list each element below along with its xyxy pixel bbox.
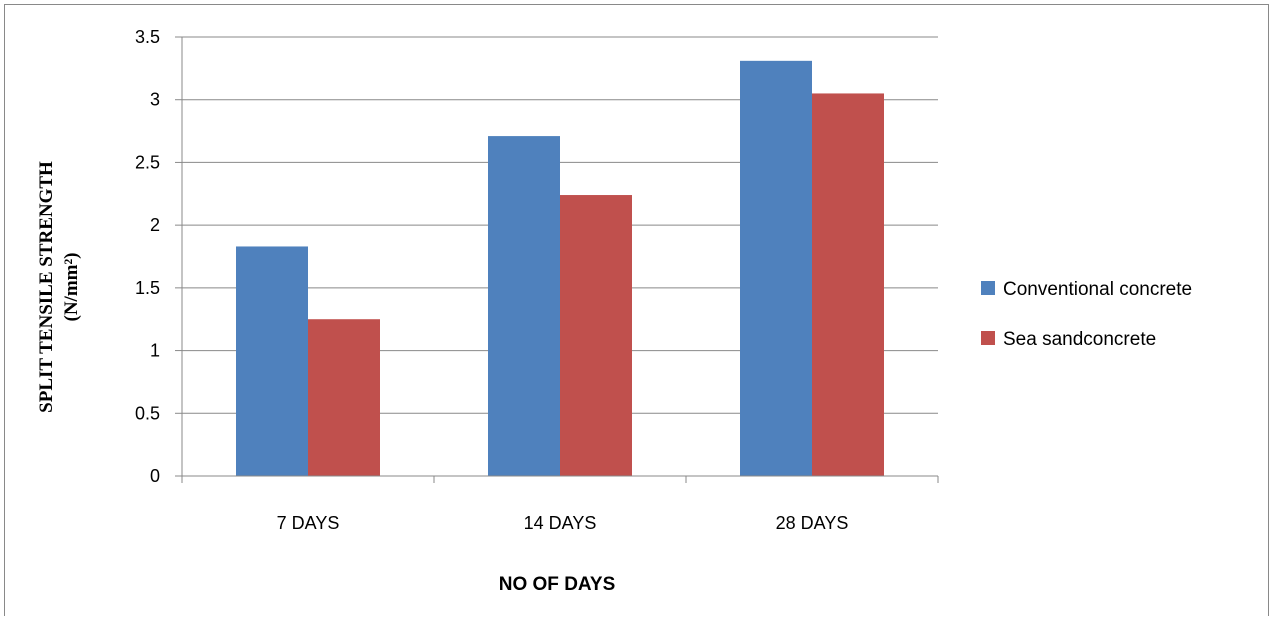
legend-label: Sea sandconcrete: [1003, 329, 1156, 350]
x-tick-label: 7 DAYS: [277, 513, 340, 533]
bar: [812, 93, 884, 476]
y-axis-title-group: SPLIT TENSILE STRENGTH: [36, 161, 57, 413]
chart-frame: [4, 4, 1269, 616]
y-tick-label: 2: [150, 215, 160, 235]
y-axis-title: SPLIT TENSILE STRENGTH: [36, 161, 57, 413]
y-axis-unit-group: (N/mm²): [61, 252, 82, 321]
legend: Conventional concrete Sea sandconcrete: [981, 279, 1192, 350]
x-axis-title: NO OF DAYS: [499, 574, 616, 595]
legend-swatch: [981, 331, 995, 345]
bars: [236, 60, 884, 477]
y-axis-unit: (N/mm²): [61, 252, 82, 321]
legend-label: Conventional concrete: [1003, 279, 1192, 300]
axes: [175, 36, 939, 483]
x-tick-label: 28 DAYS: [776, 513, 849, 533]
y-tick-label: 3: [150, 90, 160, 110]
bar: [308, 319, 380, 476]
y-tick-label: 1: [150, 341, 160, 361]
bar: [236, 246, 308, 476]
y-tick-label: 0: [150, 466, 160, 486]
bar: [488, 136, 560, 477]
legend-swatch: [981, 281, 995, 295]
y-tick-label: 1.5: [135, 278, 160, 298]
tick-labels: 0 0.5 1 1.5 2 2.5 3 3.5 7 DAYS 14 DAYS 28 DAYS: [135, 27, 848, 533]
x-tick-label: 14 DAYS: [524, 513, 597, 533]
y-tick-label: 2.5: [135, 152, 160, 172]
bar: [740, 60, 812, 477]
bar: [560, 195, 632, 477]
y-tick-label: 0.5: [135, 403, 160, 423]
y-tick-label: 3.5: [135, 27, 160, 47]
